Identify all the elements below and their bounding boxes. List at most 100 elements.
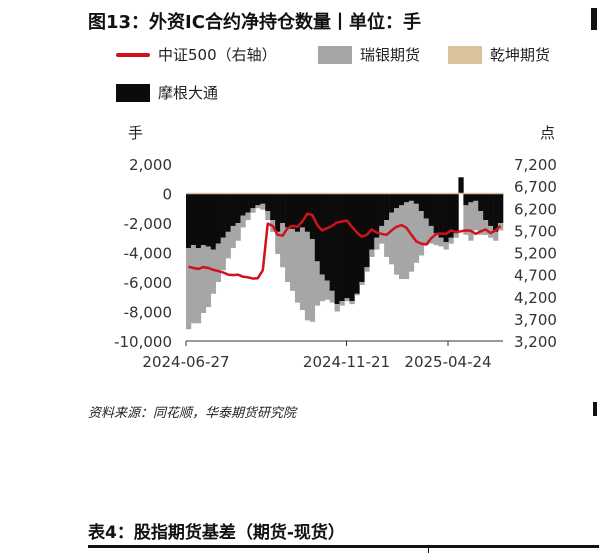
- bar-ruiyin-52: [443, 242, 449, 250]
- bar-ruiyin-2: [195, 248, 202, 324]
- page-edge-marker-lower: [593, 402, 597, 416]
- bar-ruiyin-38: [374, 237, 380, 250]
- bar-ruiyin-1: [190, 245, 197, 324]
- bar-morgan-39: [379, 193, 385, 226]
- right-tick-label: 4,200: [514, 289, 557, 307]
- bar-ruiyin-13: [250, 208, 256, 213]
- bar-morgan-15: [260, 193, 266, 204]
- bar-ruiyin-18: [275, 231, 281, 254]
- bar-morgan-53: [448, 193, 454, 238]
- bar-morgan-57: [468, 193, 474, 203]
- bar-ruiyin-51: [438, 237, 444, 247]
- bar-morgan-27: [319, 193, 325, 275]
- bar-morgan-44: [403, 193, 410, 203]
- bar-ruiyin-19: [280, 223, 286, 268]
- bar-ruiyin-30: [334, 304, 340, 312]
- bar-ruiyin-57: [468, 202, 474, 241]
- bar-ruiyin-7: [220, 237, 226, 271]
- legend-swatch-csi500: [116, 52, 150, 57]
- bar-morgan-26: [314, 193, 321, 262]
- bar-morgan-54: [453, 193, 459, 234]
- x-tick-label: 2024-11-21: [303, 353, 390, 371]
- bar-ruiyin-49: [428, 225, 434, 244]
- bar-morgan-51: [438, 193, 444, 238]
- x-axis-ticks: 2024-06-27 2024-11-21 2025-04-24: [142, 341, 492, 371]
- right-tick-label: 6,200: [514, 200, 557, 218]
- bar-ruiyin-36: [364, 267, 370, 272]
- bar-morgan-34: [354, 193, 360, 294]
- bar-morgan-56: [463, 193, 469, 206]
- bar-morgan-31: [339, 193, 345, 302]
- bar-morgan-61: [488, 193, 494, 226]
- bar-ruiyin-9: [230, 225, 236, 249]
- bar-ruiyin-60: [483, 220, 489, 235]
- legend-item-csi500: 中证500（右轴）: [116, 44, 277, 65]
- legend-label-ruiyin: 瑞银期货: [360, 46, 421, 64]
- bar-morgan-50: [433, 193, 439, 234]
- bar-morgan-40: [384, 193, 390, 221]
- chart-canvas: 2,000 0 -2,000 -4,000 -6,000 -8,000 -10,000 7,…: [114, 156, 557, 371]
- bar-ruiyin-12: [245, 212, 251, 221]
- left-tick-label: -2,000: [124, 215, 172, 233]
- legend-label-morgan: 摩根大通: [158, 84, 219, 102]
- table-column-separator: [428, 545, 429, 553]
- bar-morgan-47: [418, 193, 425, 212]
- bar-ruiyin-4: [205, 246, 212, 308]
- bar-ruiyin-35: [359, 282, 365, 285]
- bar-ruiyin-0: [186, 248, 192, 330]
- bar-morgan-28: [324, 193, 330, 281]
- bar-ruiyin-8: [225, 231, 231, 259]
- bar-ruiyin-21: [290, 228, 296, 291]
- right-tick-label: 6,700: [514, 178, 557, 196]
- bar-morgan-55: [458, 177, 464, 194]
- bar-morgan-4: [205, 193, 212, 247]
- bar-morgan-21: [290, 193, 296, 229]
- bar-morgan-33: [349, 193, 355, 302]
- bar-ruiyin-32: [344, 298, 350, 302]
- legend-item-morgan: 摩根大通: [116, 82, 218, 103]
- left-tick-label: 0: [162, 186, 172, 204]
- bar-morgan-14: [255, 193, 261, 206]
- bar-morgan-29: [329, 193, 335, 291]
- bar-morgan-52: [443, 193, 449, 243]
- bar-morgan-0: [186, 193, 192, 249]
- bar-ruiyin-44: [403, 202, 410, 280]
- bar-morgan-32: [344, 193, 350, 299]
- right-tick-label: 4,700: [514, 267, 557, 285]
- bar-ruiyin-5: [210, 249, 217, 294]
- bar-morgan-62: [493, 193, 499, 232]
- bar-morgan-12: [245, 193, 251, 213]
- bar-ruiyin-42: [394, 208, 400, 275]
- left-tick-label: -10,000: [114, 333, 172, 351]
- bar-ruiyin-26: [314, 261, 321, 306]
- right-axis-ticks: 7,200 6,700 6,200 5,700 5,200 4,700 4,200 3,700…: [514, 156, 557, 351]
- bar-ruiyin-23: [299, 227, 306, 311]
- bar-morgan-11: [240, 193, 246, 216]
- legend-swatch-ruiyin: [318, 45, 352, 64]
- bar-morgan-20: [285, 193, 291, 228]
- bar-morgan-6: [215, 193, 221, 244]
- bar-morgan-7: [220, 193, 226, 238]
- left-axis-ticks: 2,000 0 -2,000 -4,000 -6,000 -8,000 -10,000: [114, 156, 172, 351]
- bar-morgan-22: [294, 193, 301, 232]
- bar-ruiyin-15: [260, 203, 266, 210]
- bar-morgan-63: [498, 193, 504, 223]
- bar-ruiyin-29: [329, 290, 335, 303]
- bar-morgan-1: [190, 193, 197, 246]
- source-note: 资料来源：同花顺，华泰期货研究院: [88, 406, 297, 421]
- bar-morgan-13: [250, 193, 256, 209]
- left-tick-label: 2,000: [129, 156, 172, 174]
- csi500-series-line: [188, 212, 502, 280]
- bar-ruiyin-53: [448, 237, 454, 244]
- bar-layer: [186, 177, 504, 330]
- bar-morgan-49: [428, 193, 434, 226]
- bar-morgan-38: [374, 193, 380, 238]
- left-axis-unit: 手: [128, 124, 144, 142]
- bar-morgan-23: [299, 193, 306, 228]
- bar-ruiyin-11: [240, 215, 246, 228]
- x-tick-label: 2024-06-27: [142, 353, 229, 371]
- right-tick-label: 5,200: [514, 245, 557, 263]
- page-edge-marker: [591, 8, 597, 30]
- bar-ruiyin-33: [349, 301, 355, 305]
- left-tick-label: -6,000: [124, 274, 172, 292]
